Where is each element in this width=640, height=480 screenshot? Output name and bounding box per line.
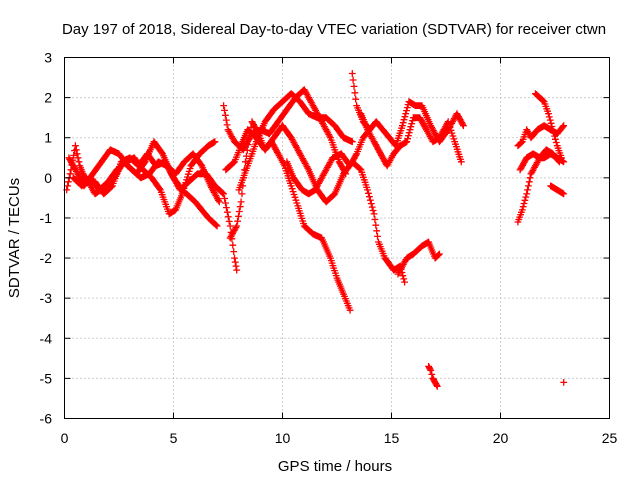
data-point-markers xyxy=(516,146,563,174)
data-point-markers xyxy=(357,110,465,170)
series-t12 xyxy=(394,238,443,278)
axis-ticks xyxy=(64,57,610,419)
data-point-markers xyxy=(532,90,565,162)
data-point-markers xyxy=(222,122,408,286)
series-t09 xyxy=(283,126,374,198)
series-t04 xyxy=(74,150,223,206)
y-tick-label: -3 xyxy=(40,290,53,306)
series-t13 xyxy=(425,363,441,390)
x-tick-label: 20 xyxy=(493,430,509,446)
data-point-markers xyxy=(235,90,356,194)
x-tick-label: 0 xyxy=(61,430,69,446)
data-point-markers xyxy=(283,126,374,198)
series-t07 xyxy=(226,118,354,314)
y-tick-label: 0 xyxy=(44,170,52,186)
series-t11 xyxy=(357,110,465,170)
x-axis-label: GPS time / hours xyxy=(278,458,392,475)
series-t17 xyxy=(532,90,565,162)
data-point-markers xyxy=(560,379,568,386)
series-t08 xyxy=(235,90,356,194)
grid-lines xyxy=(64,57,610,419)
y-tick-label: 2 xyxy=(44,90,52,106)
y-tick-label: -1 xyxy=(40,210,53,226)
y-tick-labels: -6 -5 -4 -3 -2 -1 0 1 2 3 xyxy=(40,50,53,427)
y-tick-label: -6 xyxy=(40,411,53,427)
data-point-markers xyxy=(226,118,354,314)
plot-frame xyxy=(64,57,610,419)
y-tick-label: 1 xyxy=(44,130,52,146)
y-tick-label: 3 xyxy=(44,50,52,66)
x-tick-label: 15 xyxy=(384,430,400,446)
series-t16 xyxy=(516,146,563,174)
series-t19 xyxy=(560,379,568,386)
x-tick-label: 25 xyxy=(602,430,618,446)
x-tick-labels: 0 5 10 15 20 25 xyxy=(61,430,618,446)
series-t18 xyxy=(547,182,568,198)
series-t06 xyxy=(222,122,408,286)
data-point-markers xyxy=(425,363,441,390)
x-tick-label: 10 xyxy=(275,430,291,446)
y-axis-label: SDTVAR / TECUs xyxy=(6,178,23,298)
y-tick-label: -5 xyxy=(40,370,53,386)
data-point-markers xyxy=(74,150,223,206)
y-tick-label: -2 xyxy=(40,250,53,266)
data-points xyxy=(63,70,568,390)
chart-title: Day 197 of 2018, Sidereal Day-to-day VTE… xyxy=(62,21,606,38)
y-tick-label: -4 xyxy=(40,330,53,346)
data-point-markers xyxy=(547,182,568,198)
x-tick-label: 5 xyxy=(170,430,178,446)
data-point-markers xyxy=(394,238,443,278)
